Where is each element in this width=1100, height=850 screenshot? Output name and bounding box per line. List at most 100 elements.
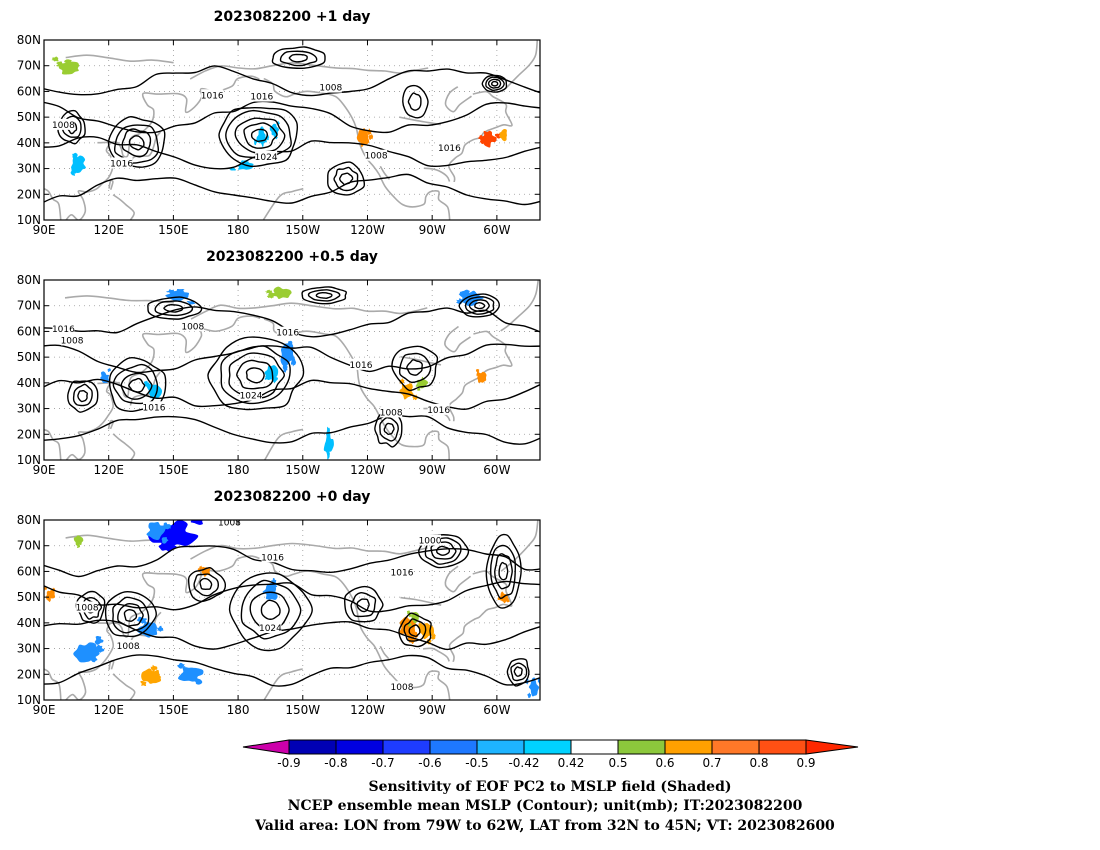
colorbar-tick-label: 0.42 <box>558 756 585 770</box>
x-tick-label: 90E <box>33 463 56 477</box>
x-tick-label: 150W <box>285 703 320 717</box>
shaded-patch <box>480 130 497 148</box>
y-tick-label: 10N <box>17 693 41 707</box>
colorbar-box <box>523 739 572 755</box>
contour-label: 1016 <box>110 159 133 169</box>
sensitivity-shading <box>100 286 487 460</box>
x-tick-label: 120E <box>93 223 124 237</box>
colorbar-box <box>288 739 337 755</box>
grid-lines <box>44 40 540 220</box>
contour-label: 1000 <box>419 537 442 547</box>
y-tick-label: 40N <box>17 616 41 630</box>
colorbar-tick-label: -0.9 <box>277 756 300 770</box>
y-tick-label: 10N <box>17 453 41 467</box>
x-tick-label: 90E <box>33 703 56 717</box>
colorbar-tick-label: 0.5 <box>608 756 627 770</box>
shaded-patch <box>418 376 429 389</box>
x-tick-label: 90W <box>419 223 446 237</box>
colorbar-box <box>429 739 478 755</box>
x-tick-label: 90W <box>419 703 446 717</box>
contour-label: 1008 <box>181 322 204 332</box>
x-tick-label: 120W <box>350 463 385 477</box>
x-tick-label: 60W <box>483 703 510 717</box>
colorbar-box <box>758 739 807 755</box>
y-tick-label: 40N <box>17 136 41 150</box>
shaded-patch <box>399 383 414 400</box>
plot-frame <box>43 279 541 461</box>
x-tick-label: 120E <box>93 703 124 717</box>
y-tick-label: 80N <box>17 513 41 527</box>
contour-label: 1024 <box>240 392 263 402</box>
y-tick-label: 40N <box>17 376 41 390</box>
isobar-contours <box>44 46 540 206</box>
coastlines <box>44 280 539 460</box>
contour-label: 1008 <box>52 121 75 131</box>
caption-line-1: Sensitivity of EOF PC2 to MSLP field (Sh… <box>368 779 731 795</box>
colorbar-tick-label: 0.6 <box>655 756 674 770</box>
contour-label: 1008 <box>76 603 99 613</box>
contour-label: 1008 <box>218 519 241 529</box>
colorbar-tick-label: -0.42 <box>508 756 539 770</box>
map-panel-plus-0-day: 2023082200 +0 day 1008100010161016100810… <box>17 489 541 717</box>
colorbar-high-arrow <box>805 739 859 755</box>
x-tick-label: 120E <box>93 463 124 477</box>
colorbar-tick-label: -0.7 <box>371 756 394 770</box>
panel-title: 2023082200 +1 day <box>214 9 371 25</box>
y-tick-label: 50N <box>17 350 41 364</box>
colorbar-tick-label: 0.7 <box>702 756 721 770</box>
shaded-patch <box>256 127 267 148</box>
contour-label: 1016 <box>391 569 414 579</box>
plot-frame <box>43 39 541 221</box>
contour-label: 1008 <box>391 683 414 693</box>
contour-label: 1016 <box>276 329 299 339</box>
contour-labels: 1008 1000 1016 1016 1008 1008 1024 1008 <box>76 519 442 693</box>
colorbar-low-arrow <box>242 739 290 755</box>
y-tick-label: 60N <box>17 564 41 578</box>
y-tick-label: 30N <box>17 642 41 656</box>
x-tick-label: 150E <box>158 463 189 477</box>
caption-line-3: Valid area: LON from 79W to 62W, LAT fro… <box>254 818 835 834</box>
contour-label: 1008 <box>117 642 140 652</box>
shaded-patch <box>146 521 167 541</box>
shaded-patch <box>71 155 86 173</box>
x-tick-label: 90E <box>33 223 56 237</box>
x-tick-label: 150W <box>285 463 320 477</box>
y-tick-label: 20N <box>17 427 41 441</box>
isobar-contours <box>44 533 540 687</box>
isobar-contours <box>44 286 540 448</box>
y-tick-label: 80N <box>17 273 41 287</box>
colorbar: -0.9 -0.8 -0.7 -0.6 -0.5 -0.42 0.42 0.5 0.6 0.7 0.… <box>242 739 859 770</box>
x-tick-label: 60W <box>483 463 510 477</box>
contour-label: 1016 <box>201 91 224 101</box>
contour-label: 1016 <box>52 325 75 335</box>
x-tick-label: 120W <box>350 703 385 717</box>
x-tick-label: 180 <box>227 703 250 717</box>
y-tick-label: 10N <box>17 213 41 227</box>
colorbar-tick-label: -0.8 <box>324 756 347 770</box>
coastlines <box>44 520 539 700</box>
map-panel-plus-half-day: 2023082200 +0.5 day 10161008100810161016… <box>17 249 541 477</box>
y-tick-label: 50N <box>17 590 41 604</box>
shaded-patch <box>528 677 540 697</box>
plot-frame <box>43 519 541 701</box>
x-tick-label: 150E <box>158 223 189 237</box>
shaded-patch <box>271 286 292 300</box>
y-tick-label: 30N <box>17 402 41 416</box>
colorbar-box <box>617 739 666 755</box>
grid-lines <box>44 520 540 700</box>
caption: Sensitivity of EOF PC2 to MSLP field (Sh… <box>254 779 835 834</box>
panel-title: 2023082200 +0 day <box>214 489 371 505</box>
y-tick-label: 60N <box>17 84 41 98</box>
contour-label: 1016 <box>143 403 166 413</box>
map-panel-plus-1-day: 2023082200 +1 day 1016 101610081008101610… <box>17 9 541 237</box>
colorbar-tick-label: 0.9 <box>796 756 815 770</box>
colorbar-box <box>335 739 384 755</box>
contour-label: 1024 <box>259 624 282 634</box>
x-tick-label: 150E <box>158 703 189 717</box>
caption-line-2: NCEP ensemble mean MSLP (Contour); unit(… <box>288 798 803 814</box>
colorbar-box <box>476 739 525 755</box>
contour-label: 1016 <box>250 93 273 103</box>
colorbar-tick-label: -0.6 <box>418 756 441 770</box>
